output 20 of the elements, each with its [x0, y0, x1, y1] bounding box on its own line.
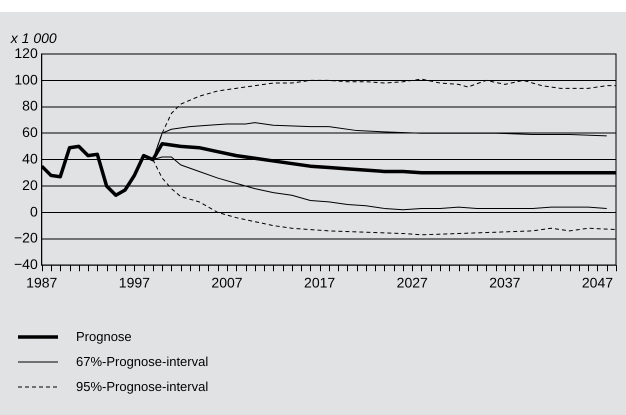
y-tick-label: 120: [14, 44, 38, 61]
x-tick-label: 2007: [211, 274, 243, 290]
legend-label: Prognose: [76, 329, 132, 344]
y-tick-label: 40: [22, 150, 38, 166]
y-tick-label: 20: [22, 176, 38, 193]
legend-label: 95%-Prognose-interval: [76, 379, 208, 394]
x-tick-label: 2017: [304, 274, 336, 290]
y-tick-label: −40: [14, 256, 38, 272]
x-tick-label: 1997: [118, 274, 150, 290]
x-tick-label: 2037: [489, 274, 521, 290]
y-tick-label: 0: [30, 203, 38, 220]
x-tick-label: 1987: [26, 274, 58, 290]
x-tick-label: 2027: [396, 274, 428, 290]
y-axis-title: x 1 000: [10, 30, 57, 46]
y-tick-label: 80: [22, 98, 38, 114]
legend-label: 67%-Prognose-interval: [76, 354, 208, 369]
y-tick-label: 100: [14, 71, 38, 88]
y-tick-label: 60: [22, 124, 38, 140]
x-tick-label: 2047: [582, 274, 614, 290]
y-tick-label: −20: [14, 230, 38, 246]
